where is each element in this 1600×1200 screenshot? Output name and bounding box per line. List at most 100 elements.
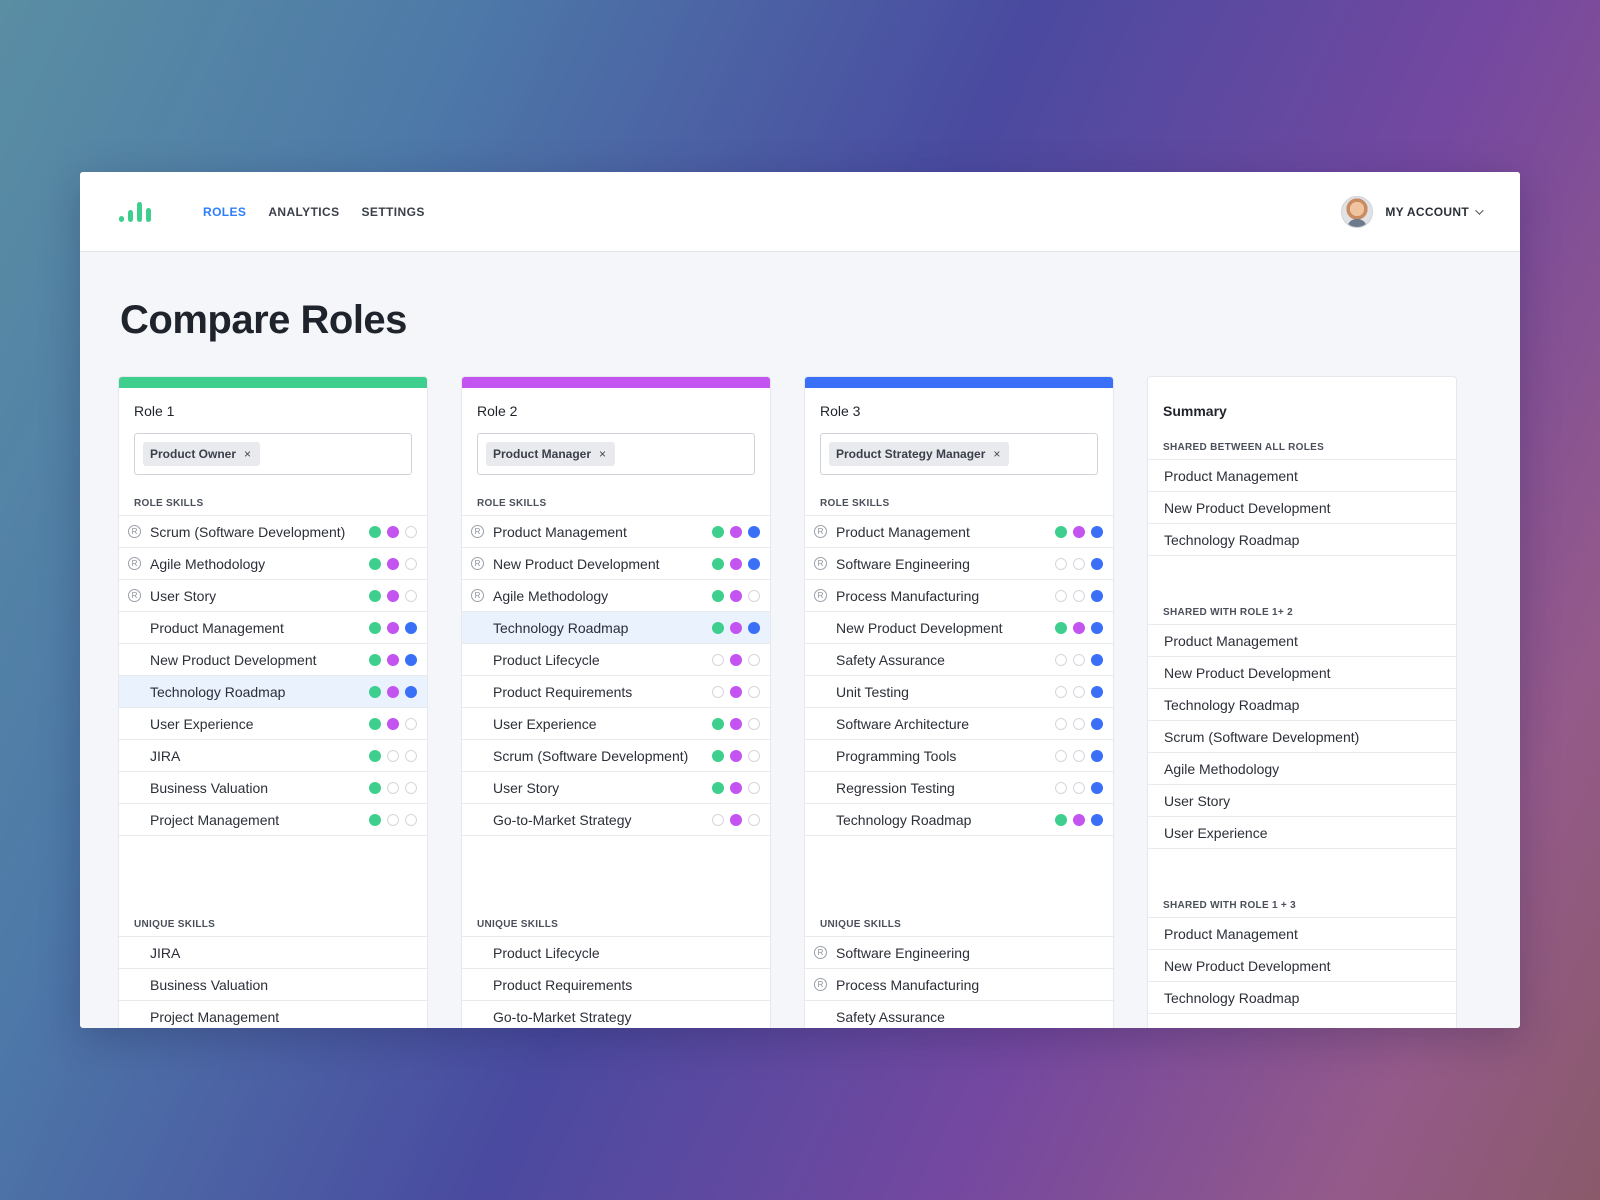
role-2-match-dot — [730, 557, 742, 570]
summary-row[interactable]: Technology Roadmap — [1148, 689, 1456, 721]
skill-row[interactable]: R User Story — [119, 580, 427, 612]
skill-row[interactable]: Business Valuation — [119, 772, 427, 804]
skill-row[interactable]: Software Architecture — [805, 708, 1113, 740]
role-3-match-dot — [405, 781, 417, 794]
summary-row[interactable]: Technology Roadmap — [1148, 524, 1456, 556]
skill-row[interactable]: Product Management — [119, 612, 427, 644]
unique-skills-label: UNIQUE SKILLS — [820, 919, 902, 930]
skill-row[interactable]: New Product Development — [119, 644, 427, 676]
role-3-match-dot — [1091, 525, 1103, 538]
nav-roles[interactable]: ROLES — [203, 204, 247, 219]
skill-row[interactable]: R Process Manufacturing — [805, 580, 1113, 612]
summary-row[interactable]: New Product Development — [1148, 657, 1456, 689]
skill-row[interactable]: Technology Roadmap — [805, 804, 1113, 836]
skill-name: Product Management — [1164, 467, 1298, 484]
skill-row[interactable]: Product Requirements — [462, 676, 770, 708]
role-match-dots — [369, 557, 417, 570]
role-3-match-dot — [748, 813, 760, 826]
skill-row[interactable]: New Product Development — [805, 612, 1113, 644]
role-skills-list: R Product Management R Software Engineering… — [805, 515, 1113, 836]
unique-skill-row[interactable]: Safety Assurance — [805, 1001, 1113, 1028]
logo-icon[interactable] — [119, 201, 153, 222]
skill-row[interactable]: Project Management — [119, 804, 427, 836]
summary-row[interactable]: Product Management — [1148, 625, 1456, 657]
nav-analytics[interactable]: ANALYTICS — [268, 204, 340, 219]
role-2-match-dot — [387, 525, 399, 538]
summary-row[interactable]: Scrum (Software Development) — [1148, 721, 1456, 753]
unique-skill-row[interactable]: Project Management — [119, 1001, 427, 1028]
summary-row[interactable]: User Story — [1148, 785, 1456, 817]
skill-row[interactable]: Unit Testing — [805, 676, 1113, 708]
skill-row[interactable]: User Story — [462, 772, 770, 804]
skill-row[interactable]: R Agile Methodology — [119, 548, 427, 580]
role-1-match-dot — [369, 813, 381, 826]
skill-row[interactable]: User Experience — [462, 708, 770, 740]
skill-row[interactable]: User Experience — [119, 708, 427, 740]
unique-skill-row[interactable]: R Software Engineering — [805, 937, 1113, 969]
role-match-dots — [712, 621, 760, 634]
skill-row[interactable]: Scrum (Software Development) — [462, 740, 770, 772]
summary-row[interactable]: New Product Development — [1148, 492, 1456, 524]
role-1-match-dot — [712, 781, 724, 794]
role-picker-input[interactable]: Product Manager × — [477, 433, 755, 475]
selected-role-chip[interactable]: Product Manager × — [486, 442, 616, 466]
role-2-match-dot — [1073, 685, 1085, 698]
selected-role-chip[interactable]: Product Strategy Manager × — [829, 442, 1010, 466]
skill-row[interactable]: Product Lifecycle — [462, 644, 770, 676]
skill-row[interactable]: R Software Engineering — [805, 548, 1113, 580]
role-2-match-dot — [730, 653, 742, 666]
role-2-match-dot — [730, 749, 742, 762]
role-skills-label: ROLE SKILLS — [477, 498, 547, 509]
summary-row[interactable]: Agile Methodology — [1148, 753, 1456, 785]
skill-row[interactable]: JIRA — [119, 740, 427, 772]
skill-name: Product Management — [1164, 632, 1298, 649]
role-2-match-dot — [1073, 589, 1085, 602]
skill-row[interactable]: R Agile Methodology — [462, 580, 770, 612]
unique-skill-row[interactable]: Business Valuation — [119, 969, 427, 1001]
chip-label: Product Manager — [493, 447, 592, 461]
skill-name: Software Engineering — [836, 944, 970, 961]
account-button[interactable]: MY ACCOUNT — [1385, 205, 1484, 219]
role-2-match-dot — [1073, 813, 1085, 826]
skill-row[interactable]: Go-to-Market Strategy — [462, 804, 770, 836]
close-icon[interactable]: × — [993, 447, 1001, 461]
unique-skill-row[interactable]: Product Requirements — [462, 969, 770, 1001]
skill-name: Scrum (Software Development) — [150, 523, 346, 540]
unique-skills-label: UNIQUE SKILLS — [477, 919, 559, 930]
unique-skill-row[interactable]: Product Lifecycle — [462, 937, 770, 969]
selected-role-chip[interactable]: Product Owner × — [143, 442, 261, 466]
skill-row[interactable]: R New Product Development — [462, 548, 770, 580]
skill-row[interactable]: R Product Management — [462, 516, 770, 548]
skill-row[interactable]: Programming Tools — [805, 740, 1113, 772]
skill-row[interactable]: R Scrum (Software Development) — [119, 516, 427, 548]
skill-name: New Product Development — [493, 555, 660, 572]
skill-row[interactable]: Safety Assurance — [805, 644, 1113, 676]
summary-row[interactable]: Product Management — [1148, 460, 1456, 492]
role-1-match-dot — [1055, 813, 1067, 826]
skill-row[interactable]: R Product Management — [805, 516, 1113, 548]
skill-row[interactable]: Technology Roadmap — [462, 612, 770, 644]
summary-row[interactable]: Product Management — [1148, 918, 1456, 950]
unique-skill-row[interactable]: R Process Manufacturing — [805, 969, 1113, 1001]
summary-row[interactable]: User Experience — [1148, 817, 1456, 849]
skill-row[interactable]: Technology Roadmap — [119, 676, 427, 708]
account-menu[interactable]: MY ACCOUNT — [1341, 196, 1484, 228]
avatar[interactable] — [1341, 196, 1374, 228]
skill-name: Process Manufacturing — [836, 976, 980, 993]
skill-name: User Story — [150, 587, 217, 604]
nav-settings[interactable]: SETTINGS — [361, 204, 425, 219]
unique-skill-row[interactable]: JIRA — [119, 937, 427, 969]
role-2-match-dot — [1073, 781, 1085, 794]
summary-row[interactable]: Technology Roadmap — [1148, 982, 1456, 1014]
role-picker-input[interactable]: Product Owner × — [134, 433, 412, 475]
role-picker-input[interactable]: Product Strategy Manager × — [820, 433, 1098, 475]
skill-name: User Story — [493, 779, 560, 796]
skill-row[interactable]: Regression Testing — [805, 772, 1113, 804]
skill-name: Product Management — [836, 523, 970, 540]
close-icon[interactable]: × — [244, 447, 252, 461]
unique-skill-row[interactable]: Go-to-Market Strategy — [462, 1001, 770, 1028]
role-3-match-dot — [1091, 717, 1103, 730]
summary-row[interactable]: New Product Development — [1148, 950, 1456, 982]
role-3-match-dot — [748, 749, 760, 762]
close-icon[interactable]: × — [599, 447, 607, 461]
